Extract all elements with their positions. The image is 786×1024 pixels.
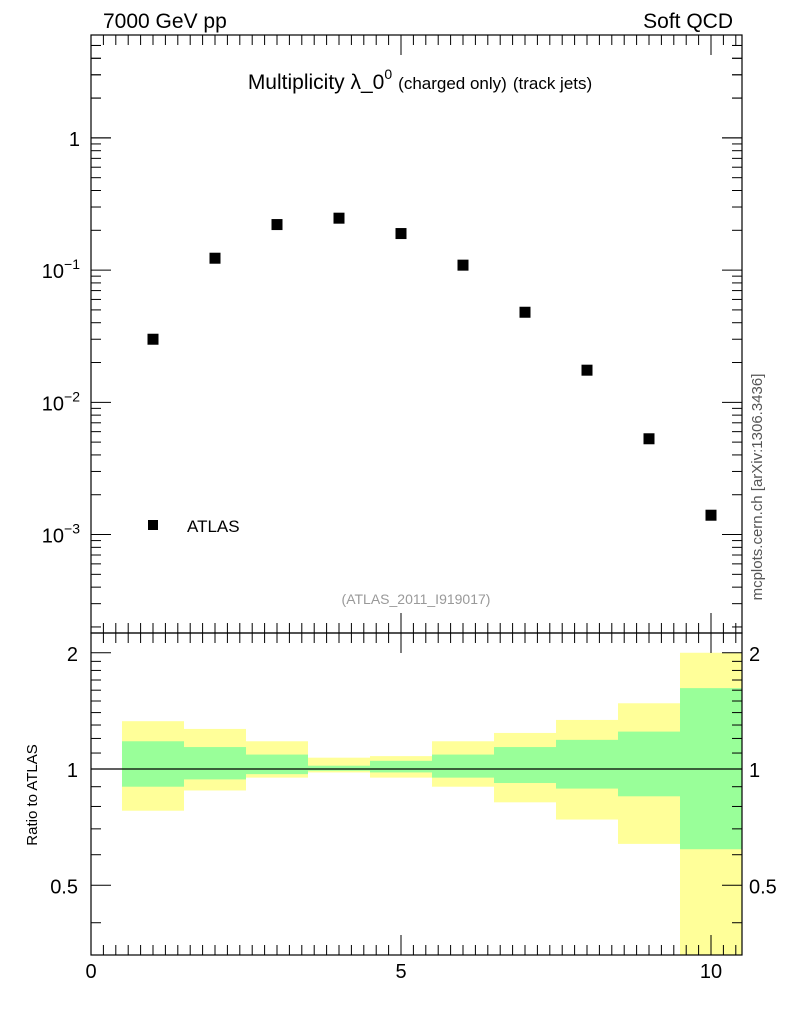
tick-base: 10: [42, 393, 64, 415]
ratio-y-tick-labels: 0.5 0.5 1 1 2 2: [50, 644, 777, 899]
legend-marker: [148, 520, 158, 530]
uncertainty-band-inner: [370, 760, 432, 773]
ratio-y-tick-label-left: 1: [67, 760, 78, 782]
tick-exponent: −3: [64, 521, 80, 537]
ratio-y-tick-label-right: 0.5: [749, 876, 777, 898]
atlas-data-point: [209, 252, 221, 264]
main-title: Multiplicity λ_00 (charged only) (track je…: [248, 66, 592, 94]
uncertainty-band-inner: [246, 754, 308, 775]
x-tick-label: 0: [85, 961, 96, 983]
tick-base: 10: [42, 526, 64, 548]
source-reference: (ATLAS_2011_I919017): [342, 591, 491, 607]
title-main: Multiplicity λ_0: [248, 71, 385, 94]
main-y-tick-labels: 10−310−210−11: [42, 129, 80, 548]
energy-label: 7000 GeV pp: [103, 10, 227, 33]
main-y-tick-label: 1: [69, 129, 80, 151]
atlas-data-point: [271, 219, 283, 231]
ratio-plot-frame: [90, 632, 743, 956]
category-label: Soft QCD: [643, 10, 733, 33]
uncertainty-band-inner: [308, 765, 370, 771]
watermark: mcplots.cern.ch [arXiv:1306.3436]: [749, 374, 766, 601]
x-tick-label: 10: [700, 961, 722, 983]
atlas-data-point: [519, 306, 531, 318]
atlas-data-point: [333, 212, 345, 224]
ratio-y-tick-label-left: 2: [67, 644, 78, 666]
ratio-y-tick-label-right: 2: [749, 644, 760, 666]
data-points: [147, 212, 717, 521]
ratio-axis-ticks: [90, 633, 742, 955]
main-y-tick-label: 10−1: [42, 256, 80, 283]
legend-label: ATLAS: [187, 517, 240, 536]
main-y-tick-label: 10−3: [42, 521, 80, 548]
atlas-data-point: [643, 433, 655, 445]
ratio-bands: [122, 652, 742, 955]
main-axis-ticks: [90, 34, 742, 633]
title-trackjets: (track jets): [513, 74, 592, 93]
uncertainty-band-inner: [618, 731, 680, 797]
tick-base: 1: [69, 129, 80, 151]
main-y-tick-label: 10−2: [42, 388, 80, 415]
x-tick-label: 5: [395, 961, 406, 983]
uncertainty-band-inner: [432, 754, 494, 778]
uncertainty-band-inner: [122, 741, 184, 787]
atlas-data-point: [457, 259, 469, 271]
atlas-data-point: [395, 228, 407, 240]
uncertainty-band-inner: [556, 739, 618, 789]
x-tick-labels: 0 5 10: [85, 961, 722, 983]
title-charged: (charged only): [398, 74, 507, 93]
tick-base: 10: [42, 261, 64, 283]
atlas-data-point: [581, 364, 593, 376]
ratio-y-tick-label-right: 1: [749, 760, 760, 782]
uncertainty-band-inner: [184, 747, 246, 780]
title-superscript: 0: [384, 66, 392, 82]
ratio-y-tick-label-left: 0.5: [50, 876, 78, 898]
tick-exponent: −1: [64, 256, 80, 272]
atlas-data-point: [705, 509, 717, 521]
tick-exponent: −2: [64, 388, 80, 404]
ratio-y-axis-label: Ratio to ATLAS: [24, 744, 41, 845]
uncertainty-band-inner: [494, 747, 556, 784]
main-plot-frame: [90, 34, 743, 634]
atlas-data-point: [147, 333, 159, 345]
